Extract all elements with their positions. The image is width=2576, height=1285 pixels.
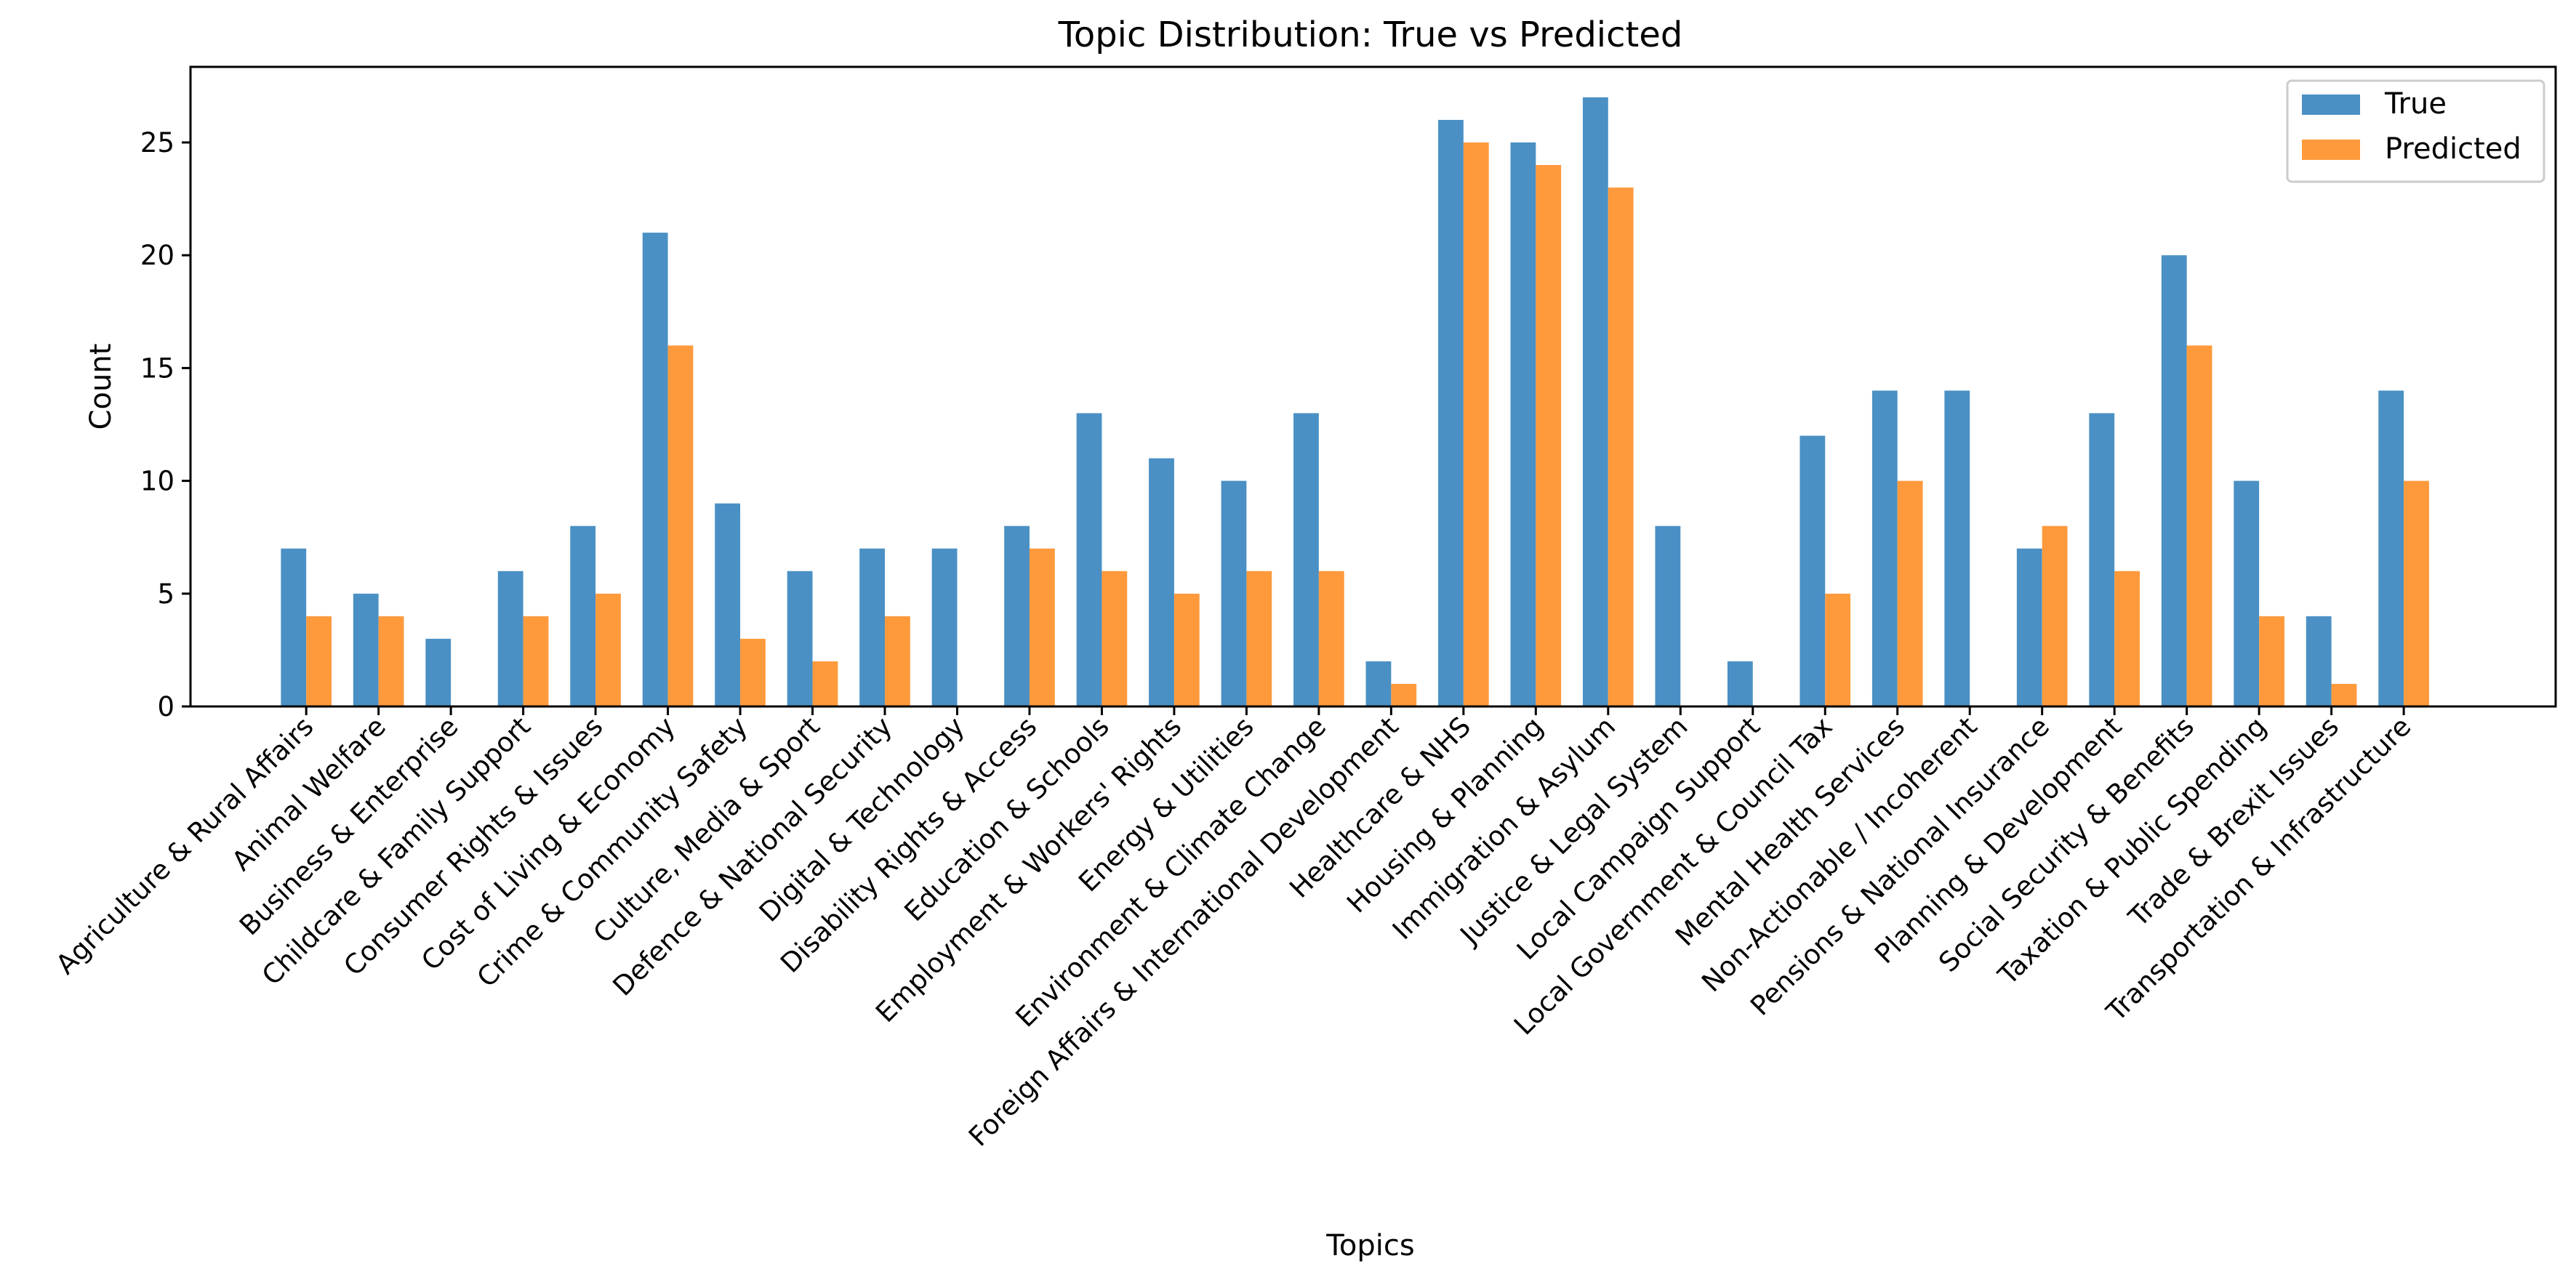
bar-predicted-27: [2259, 616, 2284, 706]
bar-true-16: [1438, 119, 1464, 706]
y-tick-label: 25: [140, 127, 174, 158]
bar-true-18: [1582, 97, 1608, 706]
y-tick-label: 15: [140, 353, 174, 384]
bar-true-7: [787, 571, 813, 706]
bar-true-9: [931, 548, 958, 706]
bar-predicted-12: [1173, 593, 1200, 706]
bar-true-10: [1004, 525, 1030, 706]
bar-true-3: [497, 571, 523, 706]
bar-predicted-10: [1029, 548, 1055, 706]
bar-true-14: [1293, 413, 1319, 706]
bar-predicted-26: [2186, 345, 2212, 706]
bar-true-25: [2089, 413, 2115, 706]
bar-true-4: [570, 525, 596, 706]
bar-predicted-28: [2331, 683, 2357, 706]
y-tick-label: 20: [140, 240, 174, 271]
y-axis-ticks: 0 5 10 15 20 25: [140, 127, 190, 722]
bar-true-19: [1655, 525, 1681, 706]
bar-predicted-3: [523, 616, 549, 706]
bar-predicted-15: [1391, 683, 1417, 706]
bar-predicted-1: [378, 616, 404, 706]
chart-title: Topic Distribution: True vs Predicted: [1058, 15, 1683, 55]
y-tick-label: 10: [140, 466, 174, 497]
bar-true-12: [1149, 458, 1174, 706]
bar-true-13: [1221, 480, 1247, 706]
bar-predicted-6: [740, 638, 766, 706]
bar-true-28: [2306, 616, 2332, 706]
bar-true-24: [2016, 548, 2042, 706]
bar-true-1: [353, 593, 379, 706]
bar-true-8: [859, 548, 886, 706]
bar-predicted-24: [2042, 525, 2068, 706]
plot-frame: [189, 65, 2557, 708]
bar-predicted-13: [1246, 571, 1272, 706]
bar-predicted-14: [1318, 571, 1344, 706]
bar-true-11: [1076, 413, 1102, 706]
bar-true-29: [2378, 390, 2404, 706]
bar-true-0: [281, 548, 307, 706]
bar-true-5: [642, 233, 668, 706]
y-tick-label: 0: [157, 691, 174, 722]
bar-true-23: [1944, 390, 1970, 706]
bar-true-27: [2234, 480, 2260, 706]
bar-true-21: [1799, 435, 1826, 706]
y-tick-label: 5: [157, 579, 174, 610]
bar-predicted-4: [595, 593, 621, 706]
legend: True Predicted: [2286, 79, 2545, 183]
bars: [281, 97, 2429, 707]
bar-true-17: [1510, 142, 1536, 707]
y-axis-label: Count: [84, 344, 118, 430]
bar-predicted-5: [667, 345, 694, 706]
bar-true-22: [1871, 390, 1898, 706]
bar-predicted-11: [1102, 571, 1128, 706]
bar-predicted-8: [885, 616, 910, 706]
bar-predicted-0: [306, 616, 332, 706]
legend-swatch-true: [2302, 94, 2360, 115]
bar-predicted-16: [1463, 142, 1489, 707]
bar-predicted-7: [812, 661, 838, 706]
legend-label-predicted: Predicted: [2385, 132, 2521, 166]
x-axis-label: Topics: [1325, 1229, 1414, 1262]
bar-predicted-21: [1825, 593, 1851, 706]
legend-swatch-predicted: [2302, 140, 2360, 160]
bar-predicted-22: [1897, 480, 1923, 706]
bar-true-2: [425, 638, 452, 706]
bar-predicted-18: [1608, 188, 1634, 706]
bar-true-6: [715, 503, 741, 706]
bar-true-20: [1727, 661, 1753, 706]
bar-true-26: [2161, 255, 2187, 706]
bar-true-15: [1365, 661, 1392, 706]
legend-label-true: True: [2384, 87, 2447, 121]
bar-predicted-25: [2114, 571, 2140, 706]
bar-predicted-29: [2404, 480, 2429, 706]
bar-predicted-17: [1536, 165, 1562, 706]
